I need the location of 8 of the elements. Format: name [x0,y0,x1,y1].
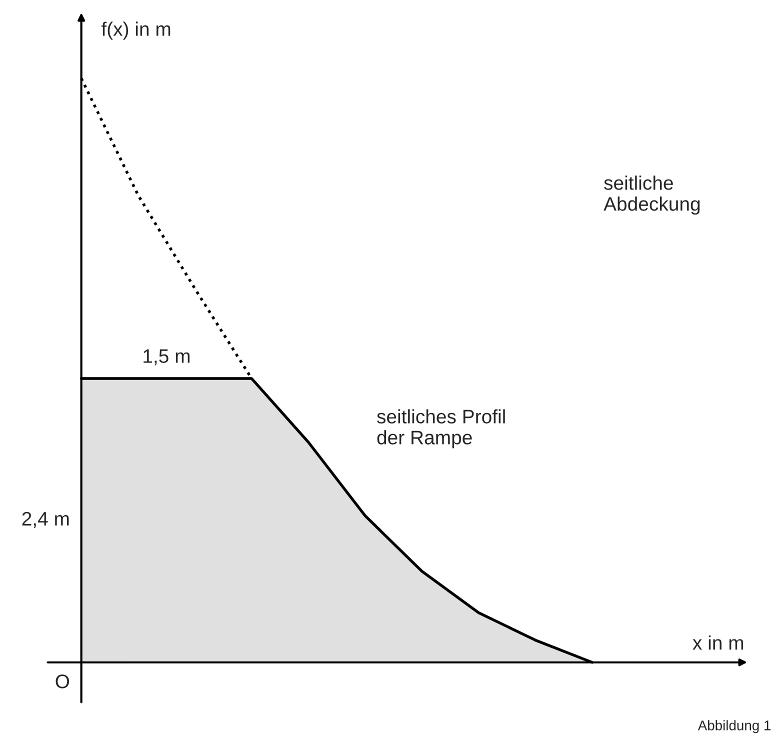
y-axis-title: f(x) in m [101,22,170,40]
annotation: 1,5 m [144,349,190,366]
text: Abbildung 1 [698,720,771,734]
annotation: seitliches Profil der Rampe [377,409,505,448]
text: O [56,674,70,688]
annotation: seitliche Abdeckung [604,176,700,215]
x-axis-title: x in m [692,635,744,650]
annotation: 2,4 m [22,512,69,528]
